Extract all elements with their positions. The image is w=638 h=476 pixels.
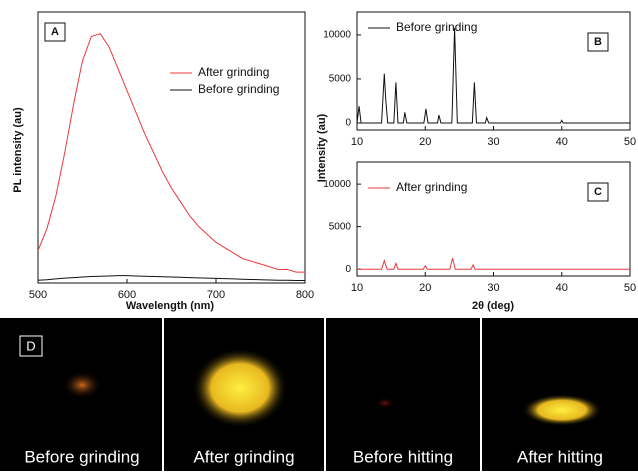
data-line <box>37 275 305 282</box>
x-tick-label: 30 <box>487 136 499 148</box>
x-tick-label: 50 <box>624 282 636 294</box>
x-tick-label: 500 <box>29 289 47 301</box>
x-tick-label: 40 <box>556 282 568 294</box>
legend-label: After grinding <box>198 65 269 79</box>
plot-frame <box>37 11 306 284</box>
panel-label-box <box>587 182 609 202</box>
panel-label: B <box>594 36 602 48</box>
x-tick-label: 20 <box>419 136 431 148</box>
y-tick-label: 10000 <box>323 179 351 190</box>
data-line <box>37 33 305 273</box>
y-tick-label: 0 <box>345 264 351 275</box>
panel-label: C <box>594 186 602 198</box>
x-tick-label: 10 <box>351 136 363 148</box>
legend-label: Before grinding <box>198 82 279 96</box>
photo-caption: After hitting <box>517 447 603 466</box>
x-tick-label: 40 <box>556 136 568 148</box>
x-tick-label: 20 <box>419 282 431 294</box>
x-tick-label: 50 <box>624 136 636 148</box>
data-line <box>357 258 630 270</box>
legend-label: After grinding <box>396 180 467 194</box>
photo-crystal <box>62 371 102 399</box>
panel-label: A <box>51 26 59 38</box>
data-line <box>356 27 630 124</box>
y-tick-label: 0 <box>345 118 351 129</box>
y-axis-label: Intensity (au) <box>316 113 328 182</box>
panel-label: D <box>26 338 35 353</box>
plot-frame <box>356 161 631 277</box>
panel-label-box <box>44 22 66 42</box>
photo-caption: Before grinding <box>24 447 139 466</box>
legend-label: Before grinding <box>396 20 477 34</box>
photo-panel <box>0 318 638 471</box>
y-tick-label: 5000 <box>329 221 352 232</box>
photo-hit <box>522 394 602 426</box>
panel-label-box <box>19 335 43 357</box>
photo-powder <box>192 348 288 428</box>
x-tick-label: 700 <box>207 289 225 301</box>
y-tick-label: 10000 <box>323 30 351 41</box>
y-tick-label: 5000 <box>329 74 352 85</box>
y-axis-label: PL intensity (au) <box>12 107 24 193</box>
photo-crystal <box>375 397 395 409</box>
x-tick-label: 10 <box>351 282 363 294</box>
x-axis-label: 2θ (deg) <box>472 300 514 312</box>
x-tick-label: 30 <box>487 282 499 294</box>
x-tick-label: 600 <box>118 289 136 301</box>
photo-caption: After grinding <box>193 447 294 466</box>
panel-label-box <box>587 32 609 52</box>
x-axis-label: Wavelength (nm) <box>126 300 215 312</box>
x-tick-label: 800 <box>296 289 314 301</box>
photo-caption: Before hitting <box>353 447 453 466</box>
